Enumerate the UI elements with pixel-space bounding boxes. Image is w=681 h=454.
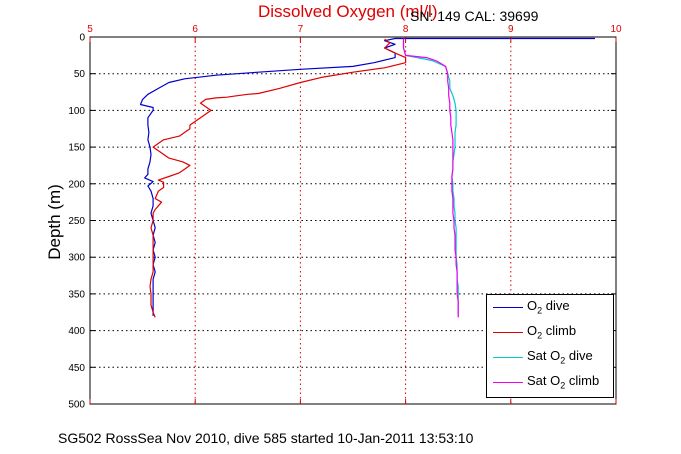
y-tick-label: 200 bbox=[68, 179, 85, 190]
y-tick-label: 400 bbox=[68, 326, 85, 337]
legend-label: Sat O2 dive bbox=[527, 348, 593, 366]
dive-caption: SG502 RossSea Nov 2010, dive 585 started… bbox=[58, 430, 474, 446]
y-tick-label: 0 bbox=[79, 33, 85, 44]
chart-title: Dissolved Oxygen (ml/l) bbox=[258, 2, 438, 21]
legend-swatch bbox=[493, 382, 523, 383]
y-tick-label: 100 bbox=[68, 106, 85, 117]
y-tick-label: 300 bbox=[68, 253, 85, 264]
y-tick-label: 500 bbox=[68, 400, 85, 411]
series-line-o2-dive bbox=[139, 37, 595, 316]
legend-label: Sat O2 climb bbox=[527, 373, 600, 391]
legend-item: Sat O2 climb bbox=[487, 372, 613, 392]
x-tick-label: 9 bbox=[508, 24, 514, 35]
y-tick-label: 250 bbox=[68, 216, 85, 227]
legend-label: O2 dive bbox=[527, 298, 570, 316]
y-tick-label: 350 bbox=[68, 289, 85, 300]
y-tick-label: 450 bbox=[68, 363, 85, 374]
series-line-sat-o2-dive bbox=[402, 38, 459, 316]
x-tick-label: 7 bbox=[298, 24, 304, 35]
legend-item: Sat O2 dive bbox=[487, 347, 613, 367]
x-tick-label: 6 bbox=[192, 24, 198, 35]
legend-item: O2 dive bbox=[487, 297, 613, 317]
legend-swatch bbox=[493, 332, 523, 333]
instrument-info: SN: 149 CAL: 39699 bbox=[410, 8, 539, 24]
series-lines bbox=[139, 37, 595, 318]
series-line-o2-climb bbox=[149, 38, 407, 318]
y-tick-label: 150 bbox=[68, 143, 85, 154]
legend-swatch bbox=[493, 307, 523, 308]
legend-item: O2 climb bbox=[487, 322, 613, 342]
x-tick-label: 10 bbox=[610, 24, 622, 35]
legend: O2 dive O2 climb Sat O2 dive Sat O2 clim… bbox=[486, 294, 614, 398]
x-tick-label: 8 bbox=[403, 24, 409, 35]
legend-swatch bbox=[493, 357, 523, 358]
x-tick-label: 5 bbox=[87, 24, 93, 35]
y-axis-label: Depth (m) bbox=[45, 184, 64, 260]
legend-label: O2 climb bbox=[527, 323, 577, 341]
series-line-sat-o2-climb bbox=[402, 38, 459, 318]
y-tick-label: 50 bbox=[74, 69, 86, 80]
